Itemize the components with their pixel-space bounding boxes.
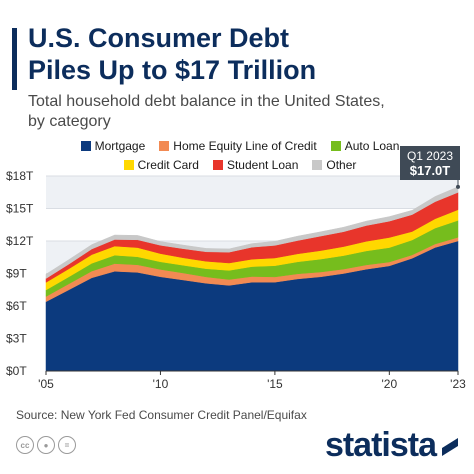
legend-label-other: Other (326, 157, 357, 172)
source-note: Source: New York Fed Consumer Credit Pan… (16, 408, 307, 422)
legend-row-1: Mortgage Home Equity Line of Credit Auto… (40, 136, 440, 155)
callout-label: Q1 2023 (407, 149, 453, 163)
title-line-2: Piles Up to $17 Trillion (28, 55, 317, 85)
legend-swatch-auto-loan (330, 140, 341, 151)
chart-plot: $0T $3T $6T $9T $12T $15T $18T '05 '10 '15 '20 '23 Q… (6, 146, 466, 391)
license-icons: cc ● = (16, 436, 76, 454)
subtitle-line-1: Total household debt balance in the Unit… (28, 93, 385, 110)
legend-label-credit-card: Credit Card (137, 157, 199, 172)
callout-point (456, 184, 460, 189)
legend-item-credit-card: Credit Card (123, 157, 199, 172)
brand-logo: statista (325, 426, 460, 465)
cc-icon: cc (16, 436, 34, 454)
y-tick-label: $3T (6, 332, 27, 346)
legend-label-student-loan: Student Loan (226, 157, 299, 172)
legend-swatch-mortgage (80, 140, 91, 151)
legend-swatch-heloc (159, 140, 170, 151)
callout-box (400, 146, 460, 180)
legend-swatch-credit-card (123, 159, 134, 170)
y-tick-label: $18T (6, 169, 34, 183)
legend-row-2: Credit Card Student Loan Other (40, 155, 440, 174)
legend-item-other: Other (312, 158, 356, 172)
legend-item-student-loan: Student Loan (212, 157, 299, 172)
legend-label-mortgage: Mortgage (94, 138, 146, 153)
title-line-1: U.S. Consumer Debt (28, 23, 290, 53)
grid-band (46, 176, 458, 209)
chart-title: U.S. Consumer Debt Piles Up to $17 Trill… (28, 22, 458, 86)
x-tick-label: '15 (267, 377, 283, 391)
y-tick-label: $9T (6, 267, 27, 281)
equals-icon: = (58, 436, 76, 454)
legend-swatch-other (312, 159, 323, 170)
legend-item-heloc: Home Equity Line of Credit (159, 138, 317, 153)
brand-mark-icon (442, 437, 458, 456)
chart-legend: Mortgage Home Equity Line of Credit Auto… (40, 136, 440, 174)
legend-item-mortgage: Mortgage (80, 138, 146, 153)
title-accent-bar (12, 28, 17, 90)
x-tick-label: '05 (38, 377, 54, 391)
brand-name: statista (324, 426, 437, 464)
legend-label-heloc: Home Equity Line of Credit (173, 138, 317, 153)
subtitle-line-2: by category (28, 113, 111, 130)
x-tick-label: '10 (153, 377, 169, 391)
y-tick-label: $12T (6, 234, 34, 248)
person-icon: ● (37, 436, 55, 454)
y-tick-label: $15T (6, 202, 34, 216)
x-tick-label: '20 (382, 377, 398, 391)
x-tick-label: '23 (450, 377, 466, 391)
y-tick-label: $6T (6, 299, 27, 313)
legend-swatch-student-loan (212, 159, 223, 170)
callout-value: $17.0T (410, 163, 451, 178)
area-other (45, 186, 459, 279)
legend-item-auto-loan: Auto Loan (330, 138, 400, 153)
y-tick-label: $0T (6, 364, 27, 378)
legend-label-auto-loan: Auto Loan (344, 138, 400, 153)
chart-subtitle: Total household debt balance in the Unit… (28, 92, 458, 132)
